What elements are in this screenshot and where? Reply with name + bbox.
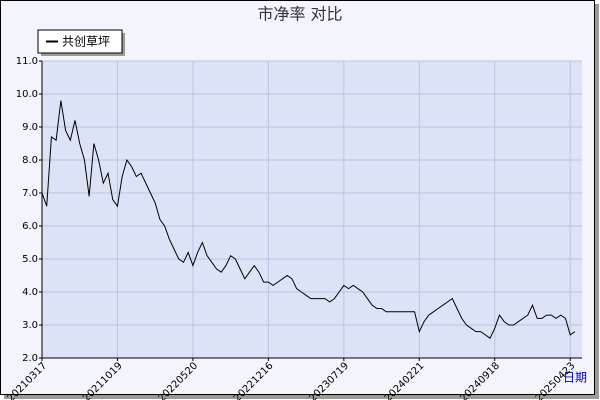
y-tick-label: 2.0 xyxy=(22,353,38,364)
legend-box xyxy=(37,29,123,54)
y-tick-label: 5.0 xyxy=(22,254,38,265)
y-tick-label: 7.0 xyxy=(22,188,38,199)
chart-title: 市净率 对比 xyxy=(257,5,342,24)
y-tick-label: 9.0 xyxy=(22,122,38,133)
series-layer xyxy=(41,100,576,339)
y-tick-label: 8.0 xyxy=(22,155,38,166)
y-tick-label: 11.0 xyxy=(16,56,38,67)
legend-label: 共创草坪 xyxy=(62,35,110,49)
x-axis-label: 日期 xyxy=(563,371,587,385)
plot-area xyxy=(42,61,582,358)
y-tick-label: 6.0 xyxy=(22,221,38,232)
y-tick-label: 4.0 xyxy=(22,287,38,298)
y-tick-label: 3.0 xyxy=(22,320,38,331)
y-tick-label: 10.0 xyxy=(16,89,38,100)
series-line xyxy=(41,100,576,339)
